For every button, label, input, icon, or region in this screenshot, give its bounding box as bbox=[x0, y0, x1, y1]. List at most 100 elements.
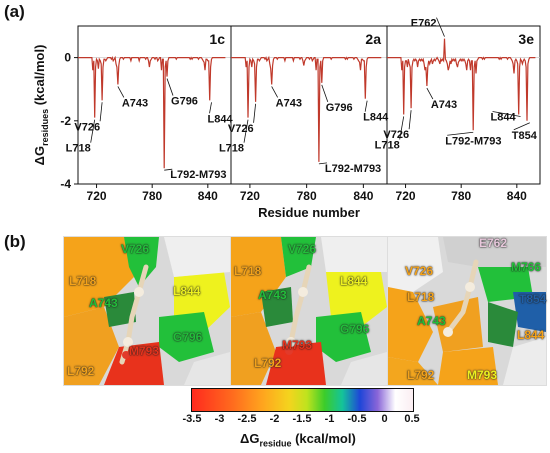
x-tick-label: 720 bbox=[396, 189, 416, 203]
molecular-view-2a bbox=[230, 236, 388, 386]
annotation-leader bbox=[164, 168, 173, 171]
residue-label: L718 bbox=[69, 274, 97, 288]
annotation-label: A743 bbox=[276, 97, 302, 109]
annotation-label: E762 bbox=[411, 18, 437, 30]
residue-label: L792 bbox=[407, 368, 435, 382]
residue-label: G796 bbox=[173, 330, 203, 344]
colorbar-tick-label: -1.5 bbox=[292, 413, 312, 425]
annotation-label: G796 bbox=[171, 96, 198, 108]
residue-label: L844 bbox=[340, 274, 368, 288]
annotation-leader bbox=[364, 100, 368, 112]
panel-frame bbox=[386, 25, 541, 185]
annotation-leader bbox=[492, 111, 521, 117]
residue-label: G796 bbox=[340, 322, 370, 336]
residue-label: M766 bbox=[511, 260, 542, 274]
y-tick-label: -2 bbox=[60, 114, 71, 128]
annotation-leader bbox=[408, 110, 412, 130]
annotation-label: A743 bbox=[122, 97, 148, 109]
y-axis-title-main: ΔG bbox=[32, 146, 47, 165]
annotation-label: L844 bbox=[491, 111, 517, 123]
residue-label: L792 bbox=[254, 356, 282, 370]
residue-label: L844 bbox=[173, 284, 201, 298]
annotation-label: L792-M793 bbox=[445, 135, 501, 147]
annotation-label: L718 bbox=[375, 139, 400, 151]
panel-label-2a: 2a bbox=[365, 31, 381, 47]
annotation-label: V726 bbox=[74, 121, 100, 133]
colorbar-tick-label: -0.5 bbox=[347, 413, 367, 425]
annotation-leader bbox=[271, 86, 279, 98]
x-tick-label: 780 bbox=[297, 189, 317, 203]
x-tick-label: 780 bbox=[451, 189, 471, 203]
colorbar-tick-label: 0 bbox=[381, 413, 388, 425]
y-tick-label: 0 bbox=[64, 51, 71, 65]
annotation-label: A743 bbox=[431, 99, 457, 111]
x-tick-label: 840 bbox=[353, 189, 373, 203]
annotation-leader bbox=[117, 86, 125, 98]
residue-label: M793 bbox=[129, 344, 160, 358]
annotation-leader bbox=[318, 162, 327, 165]
colorbar-tick-label: -1 bbox=[324, 413, 335, 425]
residue-label: L718 bbox=[234, 264, 262, 278]
annotation-leader bbox=[399, 116, 405, 140]
annotation-leader bbox=[209, 102, 212, 114]
annotation-leader bbox=[513, 122, 530, 131]
molecular-view-3e bbox=[387, 236, 547, 386]
annotation-label: L718 bbox=[66, 143, 91, 155]
residue-label: E762 bbox=[479, 236, 508, 250]
series-line-2a bbox=[231, 55, 382, 162]
panel-b-tag: (b) bbox=[4, 232, 26, 251]
series-line-1c bbox=[78, 55, 226, 169]
residue-label: M793 bbox=[467, 368, 498, 382]
x-axis-title: Residue number bbox=[258, 205, 360, 220]
residue-label: T854 bbox=[519, 292, 547, 306]
surface-2a bbox=[231, 237, 387, 385]
panel-a-tag: (a) bbox=[4, 2, 25, 21]
panel-frame bbox=[77, 25, 232, 185]
surface-3e bbox=[388, 237, 546, 385]
y-axis-title-unit: (kcal/mol) bbox=[32, 45, 47, 109]
x-tick-label: 840 bbox=[507, 189, 527, 203]
residue-label: V726 bbox=[121, 242, 150, 256]
x-tick-label: 720 bbox=[240, 189, 260, 203]
residue-label: M793 bbox=[282, 338, 313, 352]
annotation-leader bbox=[99, 102, 103, 122]
annotation-label: T854 bbox=[512, 130, 538, 142]
residue-label: A743 bbox=[417, 314, 446, 328]
annotation-leader bbox=[447, 131, 474, 136]
annotation-leader bbox=[90, 119, 96, 143]
annotation-label: V726 bbox=[383, 129, 409, 141]
panel-label-3e: 3e bbox=[518, 31, 534, 47]
colorbar-tick-label: -2.5 bbox=[237, 413, 257, 425]
residue-label: A743 bbox=[89, 296, 118, 310]
x-tick-label: 780 bbox=[142, 189, 162, 203]
colorbar-title-main: ΔG bbox=[240, 431, 260, 446]
annotation-leader bbox=[436, 17, 445, 37]
residue-label: L718 bbox=[407, 290, 435, 304]
x-tick-label: 840 bbox=[198, 189, 218, 203]
residue-label: V726 bbox=[288, 242, 317, 256]
x-tick-label: 720 bbox=[87, 189, 107, 203]
annotation-leader bbox=[253, 103, 256, 123]
colorbar-title-sub: residue bbox=[259, 438, 292, 449]
colorbar bbox=[191, 388, 414, 412]
y-axis-title-sub: residues bbox=[40, 109, 50, 146]
colorbar-tick-label: 0.5 bbox=[404, 413, 420, 425]
annotation-leader bbox=[243, 119, 249, 143]
decomposition-chart: 0 -2 -4 ΔGresidues (kcal/mol) Residue number… bbox=[32, 17, 541, 220]
colorbar-tick-label: -2 bbox=[269, 413, 280, 425]
annotation-label: G796 bbox=[326, 102, 353, 114]
colorbar-tick-label: -3 bbox=[214, 413, 225, 425]
surface-1c bbox=[64, 237, 230, 385]
annotation-leader bbox=[426, 87, 434, 100]
colorbar-title-unit: (kcal/mol) bbox=[291, 431, 356, 446]
series-line-3e bbox=[387, 38, 536, 131]
annotation-label: L792-M793 bbox=[170, 169, 226, 181]
molecular-view-1c bbox=[63, 236, 231, 386]
residue-label: A743 bbox=[258, 288, 287, 302]
annotation-leader bbox=[321, 84, 329, 103]
annotation-leader bbox=[166, 78, 174, 96]
y-tick-label: -4 bbox=[60, 177, 71, 191]
residue-label: L844 bbox=[517, 328, 545, 342]
colorbar-title: ΔGresidue (kcal/mol) bbox=[240, 431, 356, 449]
colorbar-tick-label: -3.5 bbox=[182, 413, 202, 425]
